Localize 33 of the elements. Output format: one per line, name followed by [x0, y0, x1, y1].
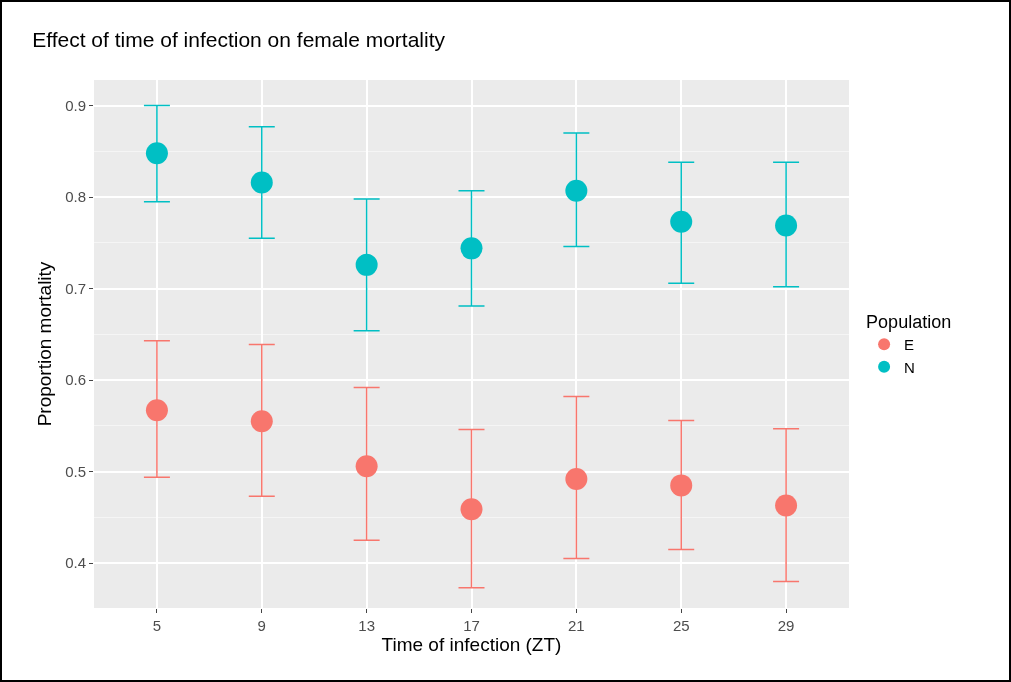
x-tick-label: 25 — [672, 617, 690, 634]
point — [460, 498, 483, 521]
chart-title: Effect of time of infection on female mortality — [32, 28, 446, 52]
point — [250, 171, 273, 194]
x-axis-title: Time of infection (ZT) — [381, 634, 562, 655]
point — [670, 474, 693, 497]
y-axis-title: Proportion mortality — [33, 261, 55, 427]
y-tick-label: 0.4 — [65, 554, 86, 572]
x-tick-label: 5 — [152, 617, 162, 634]
y-tick-label: 0.9 — [65, 96, 86, 114]
point — [250, 410, 273, 433]
point — [355, 253, 378, 276]
point — [670, 210, 693, 233]
legend-label: E — [904, 336, 915, 353]
y-tick-label: 0.7 — [65, 279, 86, 297]
y-tick-label: 0.5 — [65, 462, 86, 480]
point — [565, 467, 588, 490]
legend-title: Population — [866, 311, 952, 332]
y-tick-label: 0.6 — [65, 371, 86, 389]
x-tick-label: 21 — [568, 617, 585, 634]
point — [565, 179, 588, 202]
y-tick-label: 0.8 — [65, 188, 86, 206]
point — [145, 399, 168, 422]
point — [355, 455, 378, 478]
point — [775, 214, 798, 237]
point — [145, 142, 168, 165]
point — [460, 237, 483, 260]
legend-label: N — [904, 358, 915, 376]
x-tick-label: 9 — [257, 617, 266, 634]
x-tick-label: 17 — [463, 617, 480, 634]
x-tick-label: 13 — [358, 617, 375, 634]
x-tick-label: 29 — [777, 617, 795, 634]
point — [775, 494, 798, 517]
